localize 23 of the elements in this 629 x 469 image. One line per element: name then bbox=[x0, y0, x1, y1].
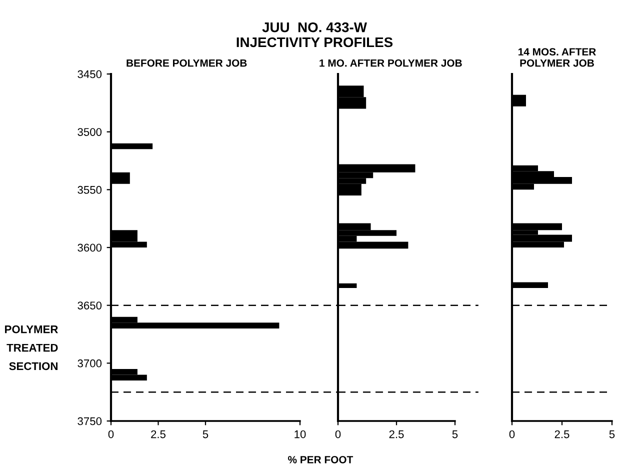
x-tick-label: 0 bbox=[509, 430, 515, 438]
x-tick-label: 5 bbox=[202, 430, 208, 438]
x-axis-title: % PER FOOT bbox=[288, 456, 354, 464]
x-tick-label: 5 bbox=[609, 430, 615, 438]
chart-subtitle: 14 MOS. AFTER POLYMER JOB bbox=[518, 48, 596, 67]
x-tick-label: 0 bbox=[335, 430, 341, 438]
x-tick-label: 10 bbox=[294, 430, 306, 438]
y-tick-label: 3450 bbox=[78, 70, 102, 78]
text: POLYMER TREATED SECTION bbox=[5, 325, 58, 370]
y-tick-label: 3700 bbox=[78, 359, 102, 368]
y-tick-label: 3750 bbox=[78, 417, 102, 426]
x-tick-label: 2.5 bbox=[151, 430, 166, 438]
y-tick-label: 3550 bbox=[78, 186, 102, 194]
x-tick-label: 0 bbox=[108, 430, 114, 438]
x-tick-label: 5 bbox=[452, 430, 458, 438]
x-tick-label: 2.5 bbox=[389, 430, 404, 438]
x-tick-label: 2.5 bbox=[554, 430, 570, 438]
chart-subtitle: 1 MO. AFTER POLYMER JOB bbox=[320, 59, 462, 67]
chart-title: JUU NO. 433-W INJECTIVITY PROFILES bbox=[236, 22, 393, 48]
chart-subtitle: BEFORE POLYMER JOB bbox=[126, 59, 247, 67]
y-tick-label: 3650 bbox=[78, 302, 102, 310]
y-tick-label: 3500 bbox=[78, 128, 102, 136]
y-tick-label: 3600 bbox=[78, 244, 102, 252]
